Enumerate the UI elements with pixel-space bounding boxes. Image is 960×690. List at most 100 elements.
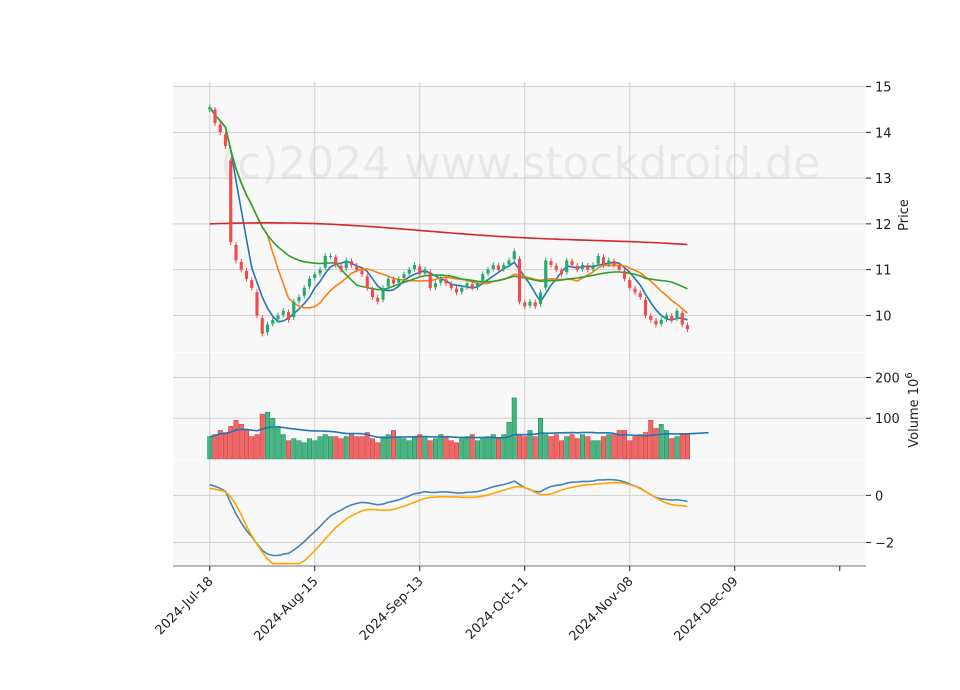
volume-bar-34: [385, 434, 391, 460]
candle-body-41: [423, 269, 427, 274]
candle-58: [512, 248, 516, 262]
candle-body-69: [570, 261, 574, 266]
volume-bar-38: [406, 440, 412, 460]
oscillator-line-b: [209, 481, 688, 565]
candle-9: [255, 289, 259, 319]
volume-bar-58: [511, 397, 517, 460]
candle-85: [654, 317, 658, 328]
volume-bar-53: [485, 436, 491, 460]
volume-bar-5: [233, 420, 239, 460]
osc-tick-label-0: −2: [875, 536, 894, 551]
candle-body-81: [633, 288, 637, 293]
candle-68: [565, 257, 569, 275]
candle-29: [360, 267, 364, 277]
candle-body-43: [433, 283, 438, 288]
candle-body-44: [439, 278, 443, 283]
volume-bar-55: [496, 438, 501, 460]
volume-bar-35: [391, 430, 396, 460]
candle-body-91: [685, 325, 690, 330]
candle-3: [223, 131, 228, 149]
candle-body-82: [638, 293, 642, 298]
candle-54: [491, 262, 495, 272]
candle-65: [549, 258, 553, 268]
candle-56: [502, 262, 506, 272]
volume-bar-80: [627, 440, 633, 460]
candle-body-70: [575, 265, 579, 270]
candle-78: [617, 262, 621, 273]
candle-body-30: [365, 276, 369, 288]
candle-84: [649, 313, 653, 323]
volume-bar-6: [238, 424, 244, 460]
volume-bar-68: [564, 436, 570, 460]
candle-body-21: [318, 269, 322, 274]
volume-bar-42: [427, 440, 433, 460]
volume-bar-25: [338, 438, 344, 460]
candle-body-84: [649, 316, 653, 320]
oscillator-panel: [209, 478, 688, 565]
candle-48: [460, 285, 464, 295]
volume-ma-line: [209, 426, 709, 439]
volume-bar-27: [349, 434, 354, 460]
ma-mid-line: [209, 106, 689, 314]
price-tick-label-3: 13: [875, 172, 892, 187]
volume-bar-45: [443, 436, 449, 460]
candle-36: [397, 276, 401, 286]
candle-body-89: [675, 310, 679, 319]
volume-bar-50: [469, 434, 475, 460]
candle-body-6: [239, 261, 243, 270]
volume-bar-57: [506, 422, 512, 460]
x-tick-label-0: 2024-Jul-18: [153, 574, 217, 638]
candle-4: [229, 157, 233, 245]
candle-body-45: [444, 279, 448, 284]
candle-body-24: [334, 257, 338, 266]
candle-body-2: [218, 124, 222, 133]
candle-83: [643, 297, 648, 319]
candle-body-26: [344, 260, 348, 269]
price-tick-label-4: 14: [875, 126, 892, 141]
volume-bar-59: [517, 434, 522, 460]
volume-bar-47: [454, 442, 459, 460]
candle-body-14: [281, 310, 285, 315]
candle-body-25: [339, 265, 343, 270]
candle-body-78: [617, 265, 621, 270]
candle-11: [265, 321, 270, 336]
volume-axis-label: Volume 106: [904, 372, 922, 447]
volume-bar-88: [669, 438, 675, 460]
volume-bar-70: [574, 438, 580, 460]
candle-body-67: [559, 270, 564, 275]
volume-bar-19: [307, 438, 312, 460]
candle-body-15: [286, 312, 291, 320]
volume-bar-52: [480, 438, 486, 460]
volume-bar-21: [317, 436, 323, 460]
candle-body-46: [449, 284, 453, 288]
volume-bar-61: [527, 430, 533, 460]
candle-59: [517, 256, 522, 305]
candle-10: [260, 315, 264, 337]
candle-69: [570, 258, 574, 268]
candle-body-20: [313, 274, 317, 279]
candle-body-27: [349, 261, 354, 266]
volume-bar-2: [217, 430, 223, 460]
candle-body-57: [507, 260, 511, 265]
candle-body-33: [381, 287, 385, 300]
candle-body-56: [502, 265, 506, 269]
candle-body-4: [229, 160, 233, 243]
volume-bar-10: [259, 413, 265, 460]
candle-47: [454, 285, 459, 296]
volume-bar-65: [548, 436, 554, 460]
volume-bar-37: [401, 438, 407, 460]
candle-body-0: [208, 107, 212, 110]
candle-31: [370, 286, 375, 300]
candle-body-17: [297, 297, 301, 301]
volume-bar-26: [343, 436, 349, 460]
candle-86: [659, 317, 663, 327]
candle-body-35: [391, 279, 396, 284]
volume-bar-48: [459, 438, 465, 460]
volume-bar-75: [601, 436, 606, 460]
volume-bar-73: [590, 440, 596, 460]
candle-body-86: [659, 319, 663, 324]
volume-bar-51: [475, 440, 480, 460]
volume-bar-90: [679, 434, 685, 460]
oscillator-panel-bg: [173, 460, 866, 566]
candle-body-88: [670, 316, 674, 320]
